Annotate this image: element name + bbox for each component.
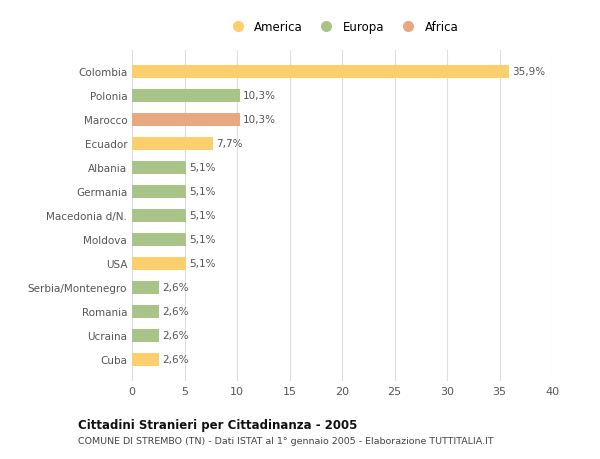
Bar	[132, 113, 240, 127]
Bar	[132, 185, 185, 198]
Text: 5,1%: 5,1%	[188, 258, 215, 269]
Text: 5,1%: 5,1%	[188, 187, 215, 197]
Text: COMUNE DI STREMBO (TN) - Dati ISTAT al 1° gennaio 2005 - Elaborazione TUTTITALIA: COMUNE DI STREMBO (TN) - Dati ISTAT al 1…	[78, 436, 494, 445]
Bar	[132, 90, 240, 103]
Text: 7,7%: 7,7%	[216, 139, 242, 149]
Bar	[132, 281, 160, 294]
Text: 10,3%: 10,3%	[244, 115, 277, 125]
Text: 2,6%: 2,6%	[163, 330, 189, 341]
Bar	[132, 353, 160, 366]
Text: 10,3%: 10,3%	[244, 91, 277, 101]
Bar	[132, 66, 509, 78]
Text: 35,9%: 35,9%	[512, 67, 545, 77]
Bar	[132, 209, 185, 222]
Bar	[132, 329, 160, 342]
Text: 5,1%: 5,1%	[188, 211, 215, 221]
Text: 5,1%: 5,1%	[188, 163, 215, 173]
Bar	[132, 233, 185, 246]
Bar	[132, 305, 160, 318]
Text: Cittadini Stranieri per Cittadinanza - 2005: Cittadini Stranieri per Cittadinanza - 2…	[78, 418, 358, 431]
Bar	[132, 257, 185, 270]
Bar	[132, 137, 213, 151]
Text: 2,6%: 2,6%	[163, 283, 189, 292]
Legend: America, Europa, Africa: America, Europa, Africa	[221, 17, 463, 39]
Text: 2,6%: 2,6%	[163, 354, 189, 364]
Text: 5,1%: 5,1%	[188, 235, 215, 245]
Text: 2,6%: 2,6%	[163, 307, 189, 316]
Bar	[132, 161, 185, 174]
